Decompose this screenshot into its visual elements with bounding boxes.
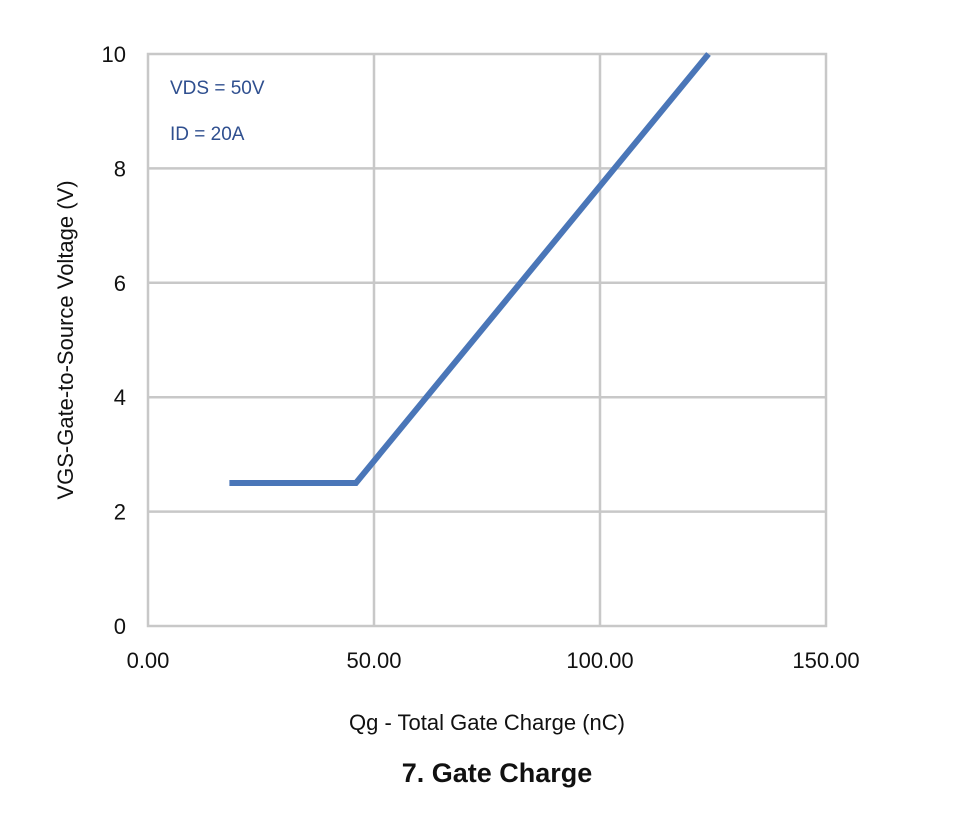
y-tick-label: 0: [114, 614, 126, 639]
chart-title: 7. Gate Charge: [402, 758, 593, 788]
y-tick-label: 4: [114, 385, 126, 410]
x-axis-title: Qg - Total Gate Charge (nC): [349, 710, 625, 735]
grid-layer: [146, 52, 828, 628]
y-axis-title: VGS-Gate-to-Source Voltage (V): [53, 180, 78, 499]
y-tick-label: 8: [114, 156, 126, 181]
y-tick-label: 10: [102, 42, 126, 67]
series-layer: [229, 52, 711, 486]
annotation-id: ID = 20A: [170, 124, 245, 145]
y-tick-label: 6: [114, 271, 126, 296]
annotation-vds: VDS = 50V: [170, 78, 265, 99]
x-tick-label: 150.00: [792, 648, 859, 673]
series-line: [229, 52, 711, 486]
x-tick-label: 100.00: [566, 648, 633, 673]
x-tick-label: 50.00: [346, 648, 401, 673]
annotations: VDS = 50V ID = 20A: [170, 78, 265, 145]
plot-area-border: [146, 52, 828, 628]
tick-layer: 0.00 50.00 100.00 150.00 0 2 4 6 8 10: [102, 42, 860, 673]
y-tick-label: 2: [114, 500, 126, 525]
x-tick-label: 0.00: [127, 648, 170, 673]
